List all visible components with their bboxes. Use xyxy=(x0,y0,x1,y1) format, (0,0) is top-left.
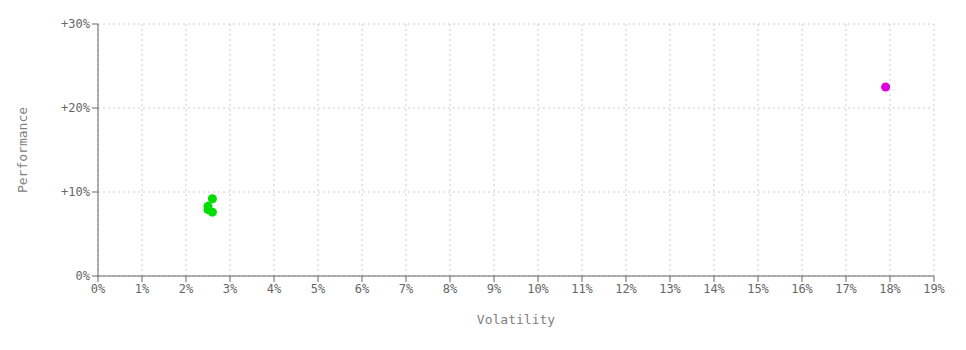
svg-text:16%: 16% xyxy=(791,282,813,296)
svg-text:+30%: +30% xyxy=(61,17,91,31)
svg-text:2%: 2% xyxy=(179,282,194,296)
svg-text:Performance: Performance xyxy=(15,107,30,193)
svg-text:13%: 13% xyxy=(659,282,681,296)
svg-text:8%: 8% xyxy=(443,282,458,296)
svg-text:14%: 14% xyxy=(703,282,725,296)
svg-text:19%: 19% xyxy=(923,282,945,296)
svg-text:3%: 3% xyxy=(223,282,238,296)
svg-text:+20%: +20% xyxy=(61,101,91,115)
svg-text:17%: 17% xyxy=(835,282,857,296)
svg-text:12%: 12% xyxy=(615,282,637,296)
svg-text:0%: 0% xyxy=(76,269,91,283)
svg-text:0%: 0% xyxy=(91,282,106,296)
svg-text:11%: 11% xyxy=(571,282,593,296)
svg-text:5%: 5% xyxy=(311,282,326,296)
svg-text:10%: 10% xyxy=(527,282,549,296)
svg-text:18%: 18% xyxy=(879,282,901,296)
svg-text:9%: 9% xyxy=(487,282,502,296)
svg-text:6%: 6% xyxy=(355,282,370,296)
svg-text:1%: 1% xyxy=(135,282,150,296)
svg-text:Volatility: Volatility xyxy=(477,312,555,327)
svg-text:+10%: +10% xyxy=(61,185,91,199)
svg-text:4%: 4% xyxy=(267,282,282,296)
svg-text:15%: 15% xyxy=(747,282,769,296)
svg-text:7%: 7% xyxy=(399,282,414,296)
